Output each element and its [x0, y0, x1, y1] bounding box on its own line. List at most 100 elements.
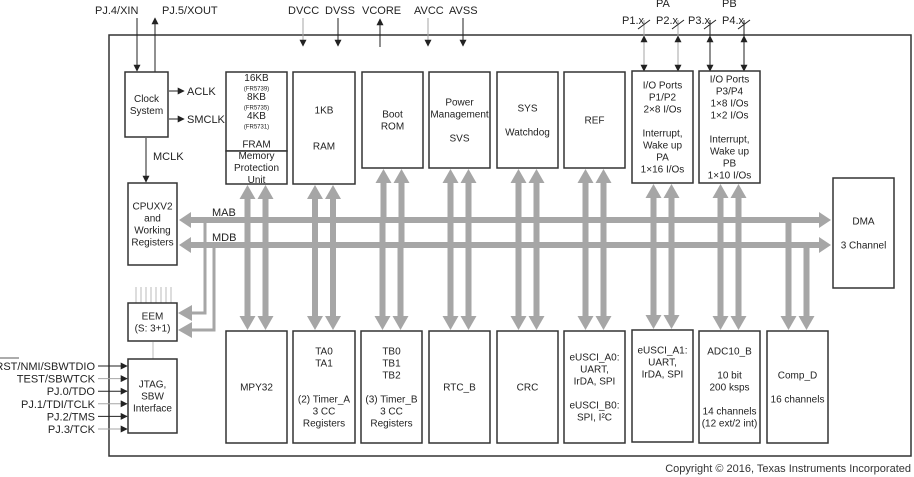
jtag-pin-label: PJ.2/TMS — [47, 411, 95, 423]
block-ram-box — [292, 71, 356, 185]
bus-arrow-timerb — [392, 242, 409, 330]
block-timera-line: TA0 — [315, 347, 333, 358]
smclk-label: SMCLK — [187, 114, 226, 126]
block-cpu-line: Registers — [131, 238, 173, 249]
block-mpu-line: Protection — [234, 163, 279, 174]
block-io12-line: 1×16 I/Os — [641, 165, 685, 176]
bus-arrow-ram — [307, 185, 323, 223]
block-clock-line: Clock — [134, 94, 160, 105]
bus-arrow-crc — [528, 242, 545, 330]
pin-xin: PJ.4/XIN — [95, 5, 138, 17]
block-fram-line: 16KB — [244, 73, 269, 84]
bus-arrow-ref — [595, 169, 612, 248]
block-usci_a1-line: IrDA, SPI — [642, 370, 684, 381]
block-fram-line: (FR5739) — [244, 87, 269, 93]
pin-xout: PJ.5/XOUT — [162, 5, 218, 17]
bus-arrow-io12 — [645, 184, 662, 223]
jtag-pin-label: RST/NMI/SBWTDIO — [0, 361, 95, 373]
block-mpy-box — [225, 330, 288, 444]
aclk-label: ACLK — [187, 86, 216, 98]
port-group-pb: PB — [722, 0, 737, 10]
block-usci_a0-box — [563, 330, 626, 444]
block-cpu-line: Working — [134, 226, 171, 237]
block-mpu-box — [225, 150, 288, 185]
block-io12-line: P1/P2 — [649, 93, 677, 104]
bus-arrow-rtc — [460, 242, 477, 330]
block-dma-line: 3 Channel — [841, 241, 887, 252]
block-cpu-line: and — [144, 214, 161, 225]
mdb-label: MDB — [212, 232, 236, 244]
top-arrows — [133, 17, 751, 183]
block-eem-line: (S: 3+1) — [135, 324, 171, 335]
bus-arrow-mpu — [257, 185, 274, 248]
bus-arrow-sys — [528, 169, 545, 248]
block-mpu-line: Memory — [238, 151, 274, 162]
block-jtag-box — [127, 358, 178, 434]
bus-arrow-io12 — [663, 184, 680, 248]
block-io12-line: Wake up — [643, 141, 683, 152]
block-io34-line: 1×2 I/Os — [710, 111, 748, 122]
block-usci_a1-box — [631, 329, 694, 443]
block-clock-box — [124, 71, 169, 138]
block-io12-line: I/O Ports — [643, 81, 682, 92]
block-usci_a1-line: UART, — [648, 358, 677, 369]
bus-arrow-io34 — [730, 184, 747, 248]
bus-arrow-bootrom — [375, 169, 392, 223]
block-rtc-line: RTC_B — [443, 383, 476, 394]
block-timera-line: 3 CC — [313, 407, 336, 418]
eem-arrow — [178, 322, 192, 338]
cpu-eem-link — [135, 287, 172, 359]
port-p3: P3.x — [688, 15, 711, 27]
bus-arrow-ref — [577, 169, 594, 223]
mab-bus — [179, 212, 831, 228]
eem-mab-link — [192, 223, 207, 315]
block-usci_a1: eUSCI_A1:UART,IrDA, SPI — [631, 329, 694, 443]
block-jtag-line: JTAG, — [139, 380, 167, 391]
jtag-pin-label: PJ.3/TCK — [48, 424, 96, 436]
block-rtc: RTC_B — [428, 330, 491, 444]
port-p2: P2.x — [656, 15, 679, 27]
block-usci_a0-line: UART, — [580, 365, 609, 376]
jtag-pin-label: PJ.0/TDO — [47, 386, 96, 398]
block-mpy-line: MPY32 — [240, 383, 273, 394]
jtag-pin-label: PJ.1/TDI/TCLK — [21, 399, 96, 411]
bus-arrow-usci_a0 — [577, 217, 594, 330]
block-ram: 1KB RAM — [292, 71, 356, 185]
block-eem-line: EEM — [142, 312, 164, 323]
block-usci_a0-line: IrDA, SPI — [574, 377, 616, 388]
block-fram: 16KB (FR5739)8KB (FR5735)4KB (FR5731) FRAM — [225, 71, 288, 152]
block-ref-line: REF — [585, 116, 605, 127]
block-usci_a1-line: eUSCI_A1: — [637, 346, 687, 357]
block-io34-line: Interrupt, — [709, 135, 749, 146]
block-fram-line: (FR5731) — [244, 125, 269, 131]
block-io34-line: Wake up — [710, 147, 750, 158]
block-sys-line: SYS — [517, 104, 537, 115]
block-io34-line: 1×8 I/Os — [710, 99, 748, 110]
bus-arrow-bootrom — [393, 169, 410, 248]
blocks: ClockSystemCPUXV2andWorkingRegistersEEM(… — [124, 70, 895, 444]
block-timerb-line: TB1 — [382, 359, 401, 370]
block-adc-line: (12 ext/2 int) — [702, 419, 758, 430]
pin-avcc: AVCC — [414, 5, 444, 17]
bus-arrow-mpy — [257, 242, 274, 330]
bus-arrow-power — [460, 169, 477, 248]
block-crc-box — [496, 330, 559, 444]
block-crc-line: CRC — [517, 383, 539, 394]
block-timerb-line: 3 CC — [380, 407, 403, 418]
block-io34-line: P3/P4 — [716, 87, 744, 98]
bus-arrow-mpu — [239, 185, 256, 223]
block-adc-line: 14 channels — [703, 407, 757, 418]
bus-arrow-crc — [510, 217, 527, 330]
block-io12-line: Interrupt, — [642, 129, 682, 140]
bus-arrow-rtc — [442, 217, 459, 330]
pin-vcore: VCORE — [362, 5, 401, 17]
block-comp-line: 16 channels — [771, 395, 825, 406]
